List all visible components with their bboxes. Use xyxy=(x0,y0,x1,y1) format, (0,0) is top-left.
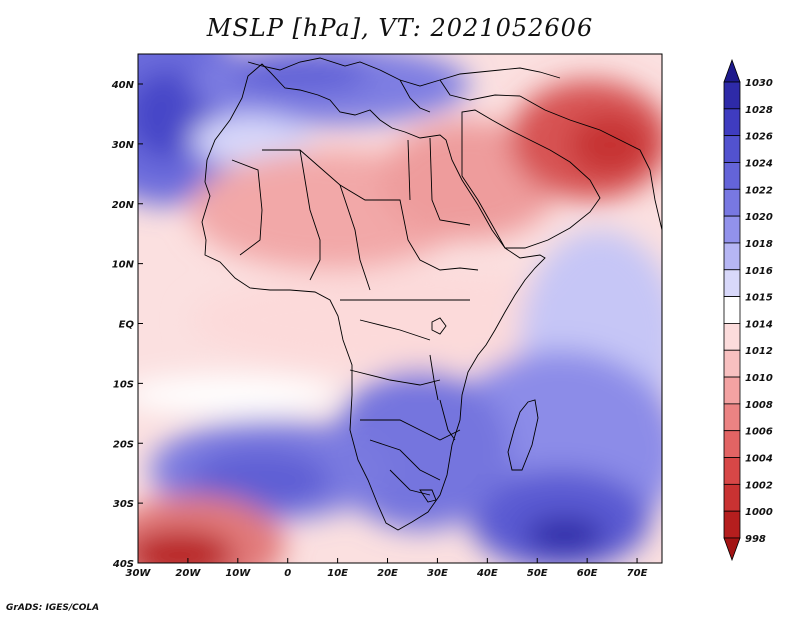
colorbar-label: 1000 xyxy=(745,507,773,518)
colorbar-label: 998 xyxy=(745,534,766,545)
lon-tick-label: 70E xyxy=(627,568,648,579)
colorbar-overflow-low xyxy=(723,537,741,562)
colorbar-label: 1024 xyxy=(745,158,773,169)
lat-tick-label: 10S xyxy=(113,379,134,390)
pressure-field xyxy=(138,54,662,563)
colorbar-label: 1008 xyxy=(745,400,773,411)
lat-tick-label: 20N xyxy=(112,200,135,211)
colorbar-label: 1028 xyxy=(745,105,773,116)
colorbar-swatch xyxy=(723,457,741,485)
colorbar-swatch xyxy=(723,215,741,244)
colorbar-label: 1020 xyxy=(745,212,773,223)
colorbar-label: 1010 xyxy=(745,373,773,384)
lon-tick-label: 30W xyxy=(126,568,152,579)
colorbar-label: 1014 xyxy=(745,319,773,330)
colorbar-swatch xyxy=(723,349,741,378)
colorbar-swatch xyxy=(723,323,741,351)
colorbar-swatch xyxy=(723,296,741,324)
colorbar-swatch xyxy=(723,483,741,512)
lat-tick-label: EQ xyxy=(119,320,135,331)
colorbar-overflow-high xyxy=(723,58,741,83)
map-title: MSLP [hPa], VT: 2021052606 xyxy=(206,14,594,42)
coastlines xyxy=(201,57,662,531)
lat-tick-label: 30N xyxy=(112,140,135,151)
colorbar-label: 1012 xyxy=(745,346,773,357)
lon-tick-label: 0 xyxy=(284,568,291,579)
colorbar-label: 1022 xyxy=(745,185,773,196)
colorbar-label: 1015 xyxy=(745,293,773,304)
lon-tick-label: 10W xyxy=(225,568,251,579)
colorbar-label: 1002 xyxy=(745,480,773,491)
lon-tick-label: 50E xyxy=(527,568,548,579)
colorbar-swatch xyxy=(723,376,741,405)
colorbar-label: 1030 xyxy=(745,78,773,89)
colorbar-label: 1016 xyxy=(745,266,773,277)
colorbar-swatch xyxy=(723,162,741,190)
lon-tick-label: 60E xyxy=(577,568,598,579)
lon-tick-label: 20E xyxy=(377,568,398,579)
map-frame xyxy=(137,53,663,564)
lat-tick-label: 40S xyxy=(112,559,134,570)
colorbar: 1030 1028 1026 1024 1022 1020 1018 1016 1015 1014… xyxy=(723,58,773,562)
lat-tick-label: 10N xyxy=(112,260,135,271)
colorbar-swatch xyxy=(723,108,741,137)
colorbar-swatch xyxy=(723,269,741,297)
lat-tick-label: 40N xyxy=(111,80,135,91)
colorbar-swatch xyxy=(723,510,741,539)
lon-tick-label: 40E xyxy=(476,568,498,579)
colorbar-label: 1006 xyxy=(745,427,773,438)
colorbar-label: 1004 xyxy=(745,454,773,465)
colorbar-swatch xyxy=(723,430,741,458)
grads-credit: GrADS: IGES/COLA xyxy=(6,603,100,613)
lat-axis: 40N 30N 20N 10N EQ 10S 20S 30S 40S xyxy=(111,80,143,570)
lon-axis: 30W 20W 10W 0 10E 20E 30E 40E 50E 60E 70E xyxy=(126,558,648,579)
lon-tick-label: 20W xyxy=(175,568,201,579)
lon-tick-label: 10E xyxy=(327,568,348,579)
colorbar-swatch xyxy=(723,81,741,110)
colorbar-swatch xyxy=(723,403,741,432)
lat-tick-label: 30S xyxy=(113,499,134,510)
colorbar-swatch xyxy=(723,242,741,271)
colorbar-label: 1026 xyxy=(745,132,773,143)
colorbar-swatch xyxy=(723,188,741,217)
colorbar-swatch xyxy=(723,135,741,163)
colorbar-label: 1018 xyxy=(745,239,773,250)
lon-tick-label: 30E xyxy=(427,568,448,579)
lat-tick-label: 20S xyxy=(113,439,134,450)
